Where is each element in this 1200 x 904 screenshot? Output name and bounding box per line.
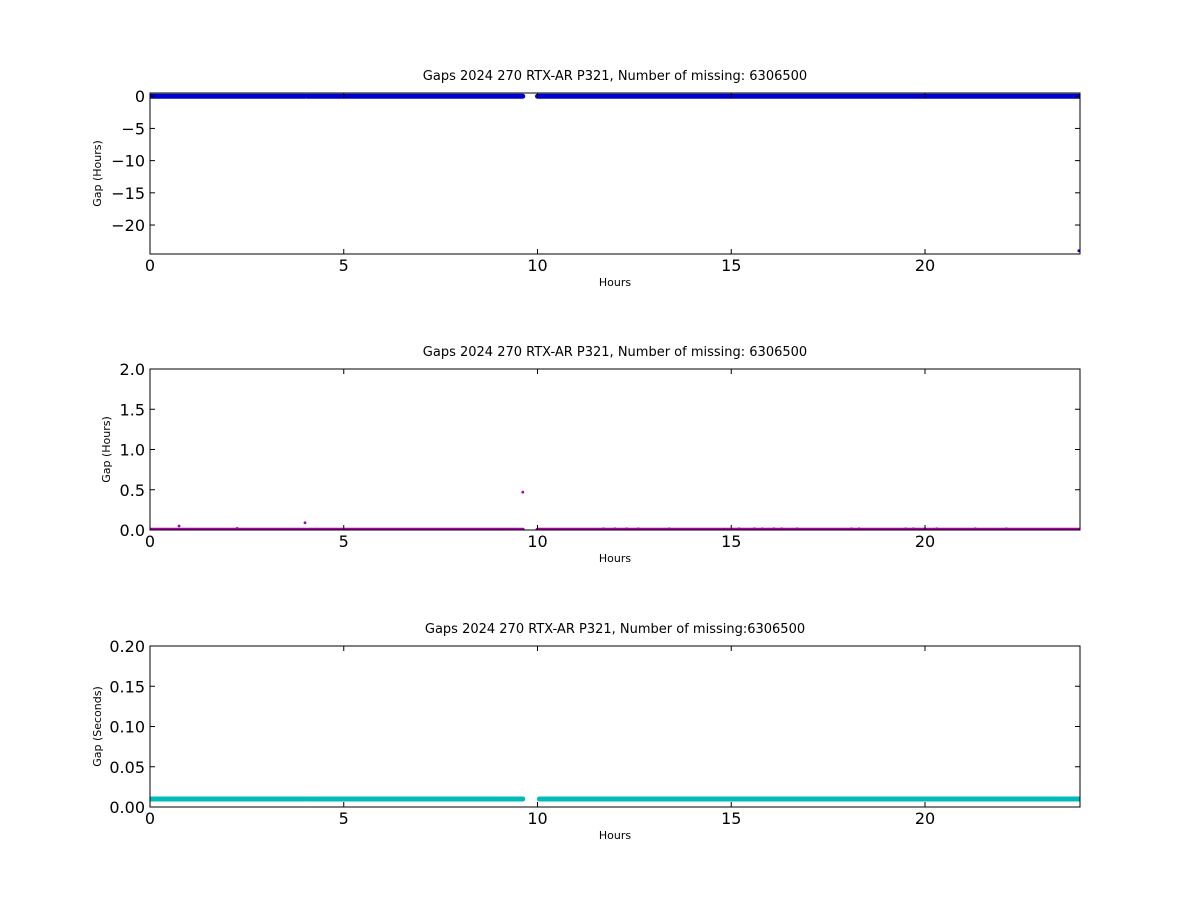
data-point [303,521,307,525]
x-axis-label: Hours [599,552,631,565]
x-tick-label: 20 [915,256,935,275]
data-point [795,527,799,530]
data-point [521,490,525,494]
y-tick-label: 0.5 [120,481,145,500]
y-tick-label: −10 [111,152,145,171]
y-tick-label: 0.20 [109,637,145,656]
x-tick-label: 5 [339,532,349,551]
data-point [904,527,908,530]
y-tick-label: −5 [121,119,145,138]
data-point [1004,527,1008,530]
y-tick-label: −20 [111,216,145,235]
data-point [857,527,861,530]
x-tick-label: 15 [721,532,741,551]
data-point [636,527,640,530]
y-tick-label: 0.00 [109,798,145,817]
x-axis-label: Hours [599,829,631,842]
x-tick-label: 10 [527,532,547,551]
y-tick-label: 2.0 [120,360,145,379]
x-tick-label: 10 [527,256,547,275]
x-tick-label: 20 [915,532,935,551]
data-point [235,526,239,530]
data-point [849,527,853,530]
y-tick-label: 1.5 [120,400,145,419]
data-point [911,527,915,530]
data-point [935,527,939,530]
data-point [760,527,764,530]
data-point [601,527,605,530]
y-tick-label: 0.10 [109,718,145,737]
y-axis-label: Gap (Hours) [91,140,104,207]
y-tick-label: 0.15 [109,677,145,696]
data-point [177,524,181,528]
y-tick-label: −15 [111,184,145,203]
data-point [1077,249,1080,253]
data-point [753,527,756,530]
y-tick-label: 0.05 [109,758,145,777]
data-point [737,527,741,530]
y-tick-label: 0 [135,87,145,106]
data-point [973,527,977,530]
x-tick-label: 15 [721,809,741,828]
x-tick-label: 20 [915,809,935,828]
data-point [625,527,629,530]
subplot-1: Gaps 2024 270 RTX-AR P321, Number of mis… [91,69,1081,289]
y-tick-label: 1.0 [120,441,145,460]
plot-frame [149,92,1081,255]
x-tick-label: 5 [339,256,349,275]
data-point [667,527,671,530]
x-axis-label: Hours [599,276,631,289]
subplot-2: Gaps 2024 270 RTX-AR P321, Number of mis… [100,345,1081,565]
chart-title: Gaps 2024 270 RTX-AR P321, Number of mis… [425,622,805,637]
x-tick-label: 0 [145,809,155,828]
data-series [150,93,1080,253]
y-axis-label: Gap (Seconds) [91,686,104,767]
x-tick-label: 10 [527,809,547,828]
x-tick-label: 5 [339,809,349,828]
subplot-3: Gaps 2024 270 RTX-AR P321, Number of mis… [91,622,1081,842]
data-point [613,527,617,530]
data-point [780,527,784,530]
y-axis-label: Gap (Hours) [100,416,113,483]
x-tick-label: 0 [145,532,155,551]
chart-title: Gaps 2024 270 RTX-AR P321, Number of mis… [423,345,807,360]
chart-title: Gaps 2024 270 RTX-AR P321, Number of mis… [423,69,807,84]
x-tick-label: 0 [145,256,155,275]
data-point [772,527,776,530]
x-tick-label: 15 [721,256,741,275]
y-tick-label: 0.0 [120,521,145,540]
